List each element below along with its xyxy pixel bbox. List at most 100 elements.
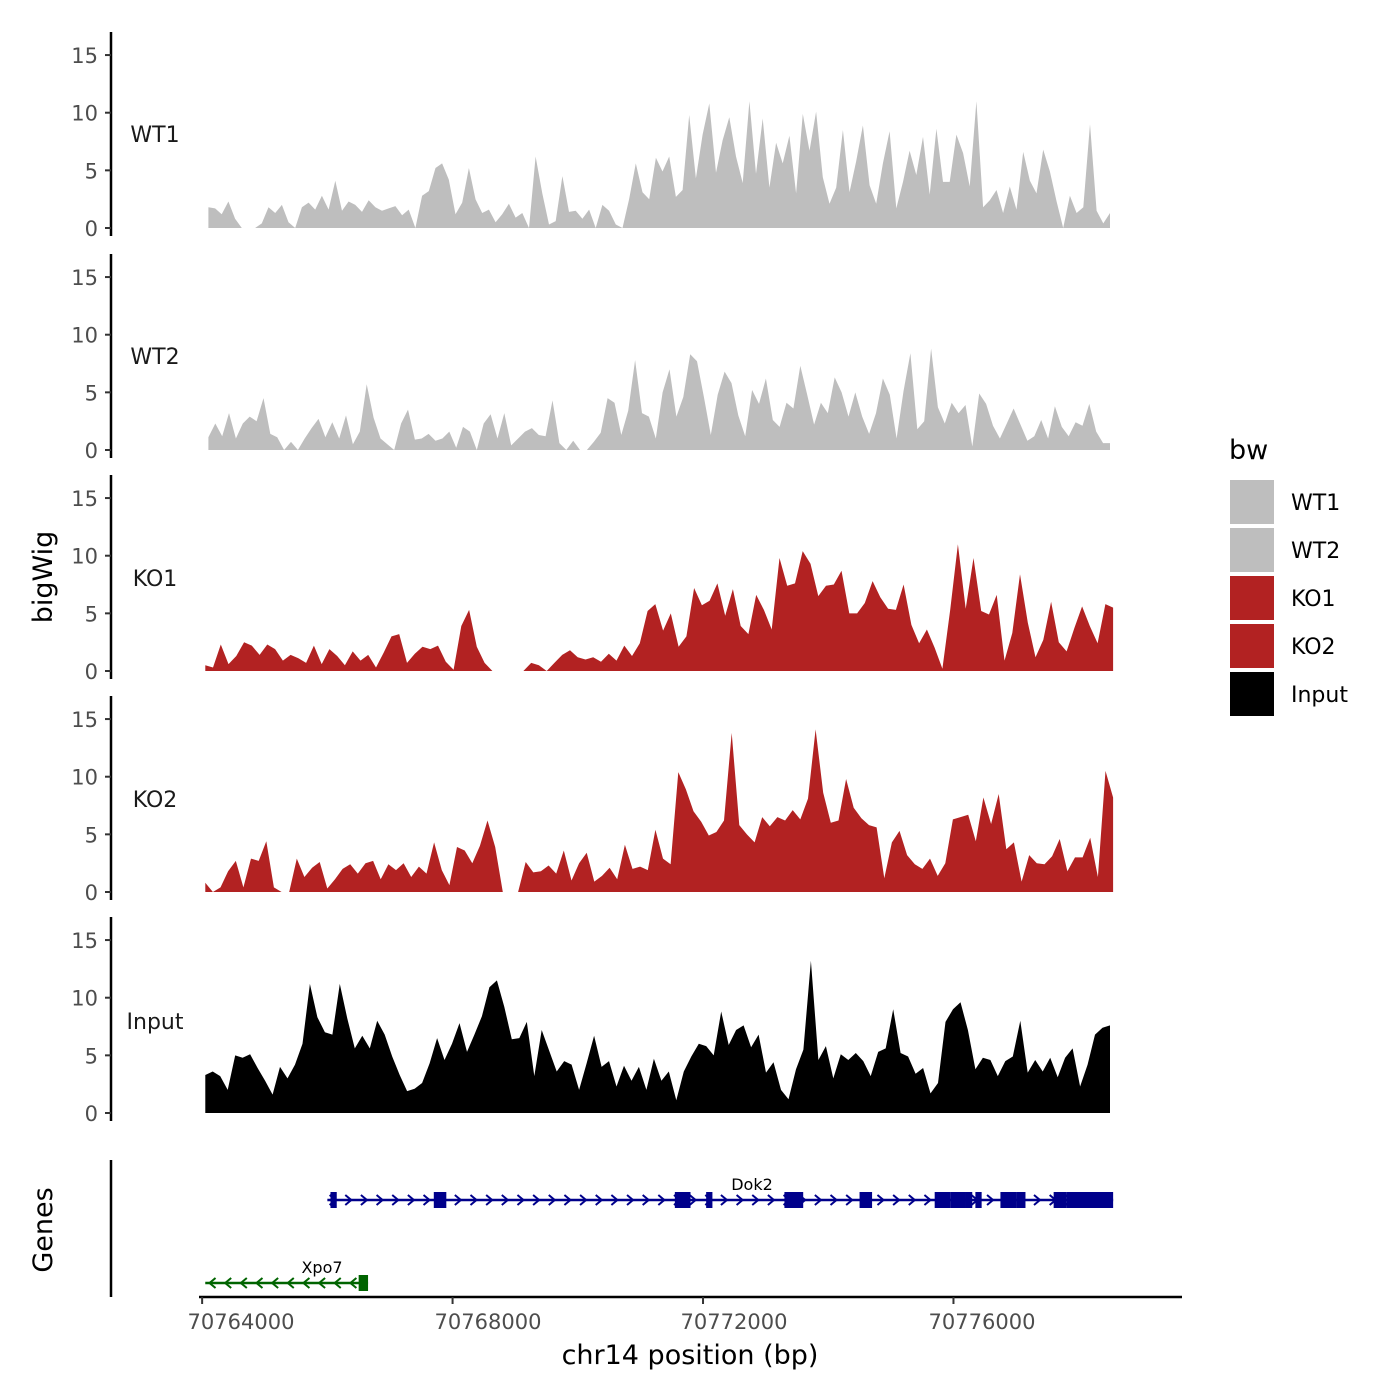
legend-label-ko1: KO1 bbox=[1291, 587, 1336, 612]
strand-arrow bbox=[239, 1277, 248, 1289]
exon-dok2 bbox=[674, 1192, 691, 1208]
strand-arrow bbox=[317, 1277, 326, 1289]
y-tick-label: 0 bbox=[85, 1102, 98, 1126]
strand-arrow bbox=[688, 1194, 698, 1206]
strand-arrow bbox=[986, 1194, 995, 1206]
strand-arrow bbox=[767, 1194, 776, 1206]
strand-arrow bbox=[595, 1194, 604, 1206]
y-tick-label: 5 bbox=[85, 1044, 98, 1068]
legend-key-input bbox=[1230, 672, 1274, 716]
coverage-area-ko1 bbox=[205, 544, 1114, 671]
exon-dok2 bbox=[859, 1192, 873, 1208]
legend: bw WT1 WT2 KO1 KO2 Input bbox=[1229, 435, 1348, 716]
exon-dok2 bbox=[1000, 1192, 1017, 1208]
strand-arrow bbox=[814, 1194, 823, 1206]
strand-arrow bbox=[892, 1194, 901, 1206]
strand-arrow bbox=[876, 1194, 886, 1206]
coverage-area-ko2 bbox=[205, 729, 1114, 892]
strand-arrow bbox=[348, 1277, 358, 1289]
y-tick-label: 15 bbox=[71, 266, 98, 290]
strand-arrow bbox=[923, 1194, 932, 1206]
track-wt2: WT2 0 5 10 15 bbox=[71, 254, 1110, 463]
y-tick-label: 5 bbox=[85, 159, 98, 183]
gene-label-dok2: Dok2 bbox=[731, 1175, 773, 1194]
strand-arrow bbox=[1033, 1194, 1042, 1206]
y-axis-title-bigwig: bigWig bbox=[28, 531, 59, 624]
y-tick-label: 15 bbox=[71, 44, 98, 68]
x-tick-label: 70776000 bbox=[929, 1310, 1036, 1334]
track-ko2: KO2 0 5 10 15 bbox=[71, 696, 1114, 905]
strand-arrow bbox=[516, 1194, 526, 1206]
y-tick-label: 15 bbox=[71, 708, 98, 732]
gene-model-dok2 bbox=[327, 1192, 1114, 1208]
y-tick-label: 15 bbox=[71, 487, 98, 511]
gene-panel bbox=[109, 1160, 1182, 1299]
coverage-area-wt2 bbox=[208, 348, 1110, 450]
y-tick-label: 10 bbox=[71, 545, 98, 569]
strand-arrow bbox=[333, 1277, 342, 1289]
strand-arrow bbox=[657, 1194, 666, 1206]
y-tick-label: 10 bbox=[71, 987, 98, 1011]
strand-arrow bbox=[469, 1194, 479, 1206]
track-ko1: KO1 0 5 10 15 bbox=[71, 475, 1114, 684]
exon-dok2 bbox=[975, 1192, 982, 1208]
strand-arrow bbox=[407, 1194, 416, 1206]
track-label-ko2: KO2 bbox=[133, 788, 178, 813]
strand-arrow bbox=[626, 1194, 635, 1206]
gene-label-xpo7: Xpo7 bbox=[301, 1258, 342, 1277]
strand-arrow bbox=[454, 1194, 463, 1206]
x-axis-title: chr14 position (bp) bbox=[562, 1340, 819, 1371]
strand-arrow bbox=[485, 1194, 494, 1206]
exon-dok2 bbox=[934, 1192, 951, 1208]
strand-arrow bbox=[254, 1277, 264, 1289]
track-label-input: Input bbox=[127, 1010, 184, 1035]
y-tick-label: 5 bbox=[85, 602, 98, 626]
y-tick-label: 0 bbox=[85, 660, 98, 684]
strand-arrow bbox=[845, 1194, 854, 1206]
strand-arrow bbox=[579, 1194, 588, 1206]
y-tick-label: 0 bbox=[85, 881, 98, 905]
y-axis-title-genes: Genes bbox=[28, 1187, 59, 1272]
coverage-area-wt1 bbox=[208, 101, 1110, 228]
y-tick-label: 0 bbox=[85, 439, 98, 463]
legend-label-ko2: KO2 bbox=[1291, 635, 1336, 660]
y-tick-label: 5 bbox=[85, 823, 98, 847]
exon-dok2 bbox=[1016, 1192, 1026, 1208]
legend-label-wt2: WT2 bbox=[1291, 539, 1340, 564]
strand-arrow bbox=[735, 1194, 745, 1206]
x-tick-label: 70768000 bbox=[435, 1310, 542, 1334]
strand-arrow bbox=[207, 1277, 217, 1289]
y-tick-label: 10 bbox=[71, 766, 98, 790]
y-tick-label: 0 bbox=[85, 217, 98, 241]
x-tick-label: 70764000 bbox=[188, 1310, 295, 1334]
track-label-wt1: WT1 bbox=[130, 123, 179, 148]
strand-arrow bbox=[501, 1194, 510, 1206]
exon-dok2 bbox=[965, 1192, 973, 1208]
legend-key-ko1 bbox=[1230, 576, 1274, 620]
track-label-wt2: WT2 bbox=[130, 345, 179, 370]
strand-arrow bbox=[610, 1194, 619, 1206]
exon-dok2 bbox=[706, 1192, 713, 1208]
track-wt1: WT1 0 5 10 15 bbox=[71, 32, 1110, 241]
strand-arrow bbox=[829, 1194, 839, 1206]
strand-arrow bbox=[391, 1194, 400, 1206]
x-axis: 70764000 70768000 70772000 70776000 bbox=[188, 1297, 1036, 1334]
strand-arrow bbox=[642, 1194, 651, 1206]
strand-arrow bbox=[563, 1194, 572, 1206]
gene-model-xpo7 bbox=[205, 1275, 369, 1291]
y-tick-label: 5 bbox=[85, 381, 98, 405]
strand-arrow bbox=[751, 1194, 760, 1206]
exon-dok2 bbox=[330, 1192, 337, 1208]
legend-key-ko2 bbox=[1230, 624, 1274, 668]
y-tick-label: 10 bbox=[71, 102, 98, 126]
legend-key-wt1 bbox=[1230, 480, 1274, 524]
track-label-ko1: KO1 bbox=[133, 567, 178, 592]
y-tick-label: 10 bbox=[71, 324, 98, 348]
strand-arrow bbox=[720, 1194, 729, 1206]
legend-title: bw bbox=[1229, 435, 1268, 466]
exon-dok2 bbox=[433, 1192, 447, 1208]
y-tick-label: 15 bbox=[71, 929, 98, 953]
exon-dok2 bbox=[1066, 1192, 1114, 1208]
strand-arrow bbox=[223, 1277, 232, 1289]
